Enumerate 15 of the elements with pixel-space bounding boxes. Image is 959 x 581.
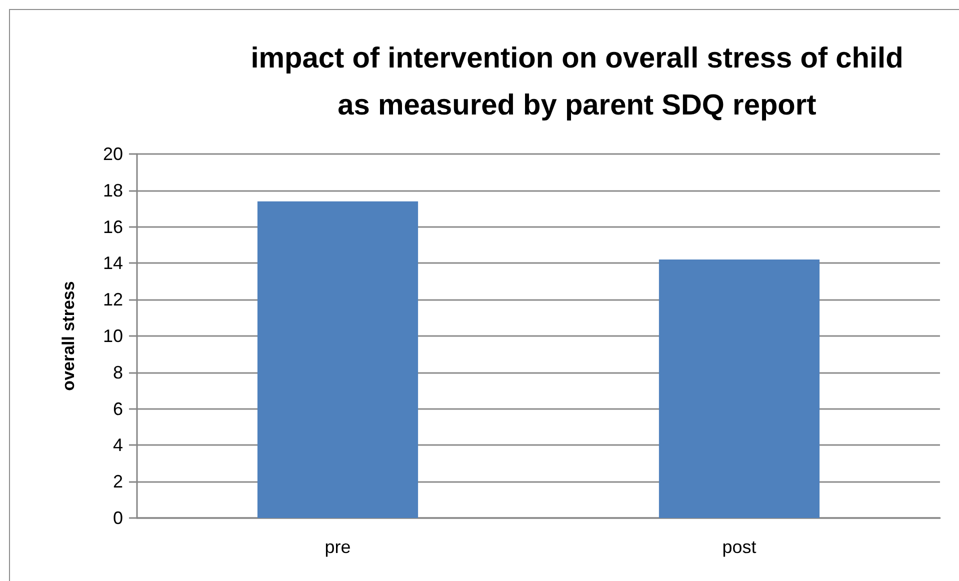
x-tick-label: post <box>722 537 756 557</box>
y-tick-label: 10 <box>102 326 123 346</box>
y-tick-label: 20 <box>102 144 123 164</box>
y-tick-label: 18 <box>102 180 123 200</box>
x-tick-label: pre <box>324 537 351 557</box>
y-tick-label: 2 <box>112 472 123 492</box>
y-axis-title: overall stress <box>59 281 78 391</box>
y-tick-label: 0 <box>112 508 123 528</box>
y-tick-label: 4 <box>112 435 123 456</box>
y-tick-label: 8 <box>112 362 123 382</box>
y-tick-label: 12 <box>102 290 123 310</box>
chart-title: impact of intervention on overall stress of child as measured by parent SDQ report <box>250 42 904 122</box>
y-tick-label: 16 <box>102 216 123 237</box>
y-tick-label: 14 <box>102 253 123 274</box>
y-tick-label: 6 <box>112 398 123 419</box>
